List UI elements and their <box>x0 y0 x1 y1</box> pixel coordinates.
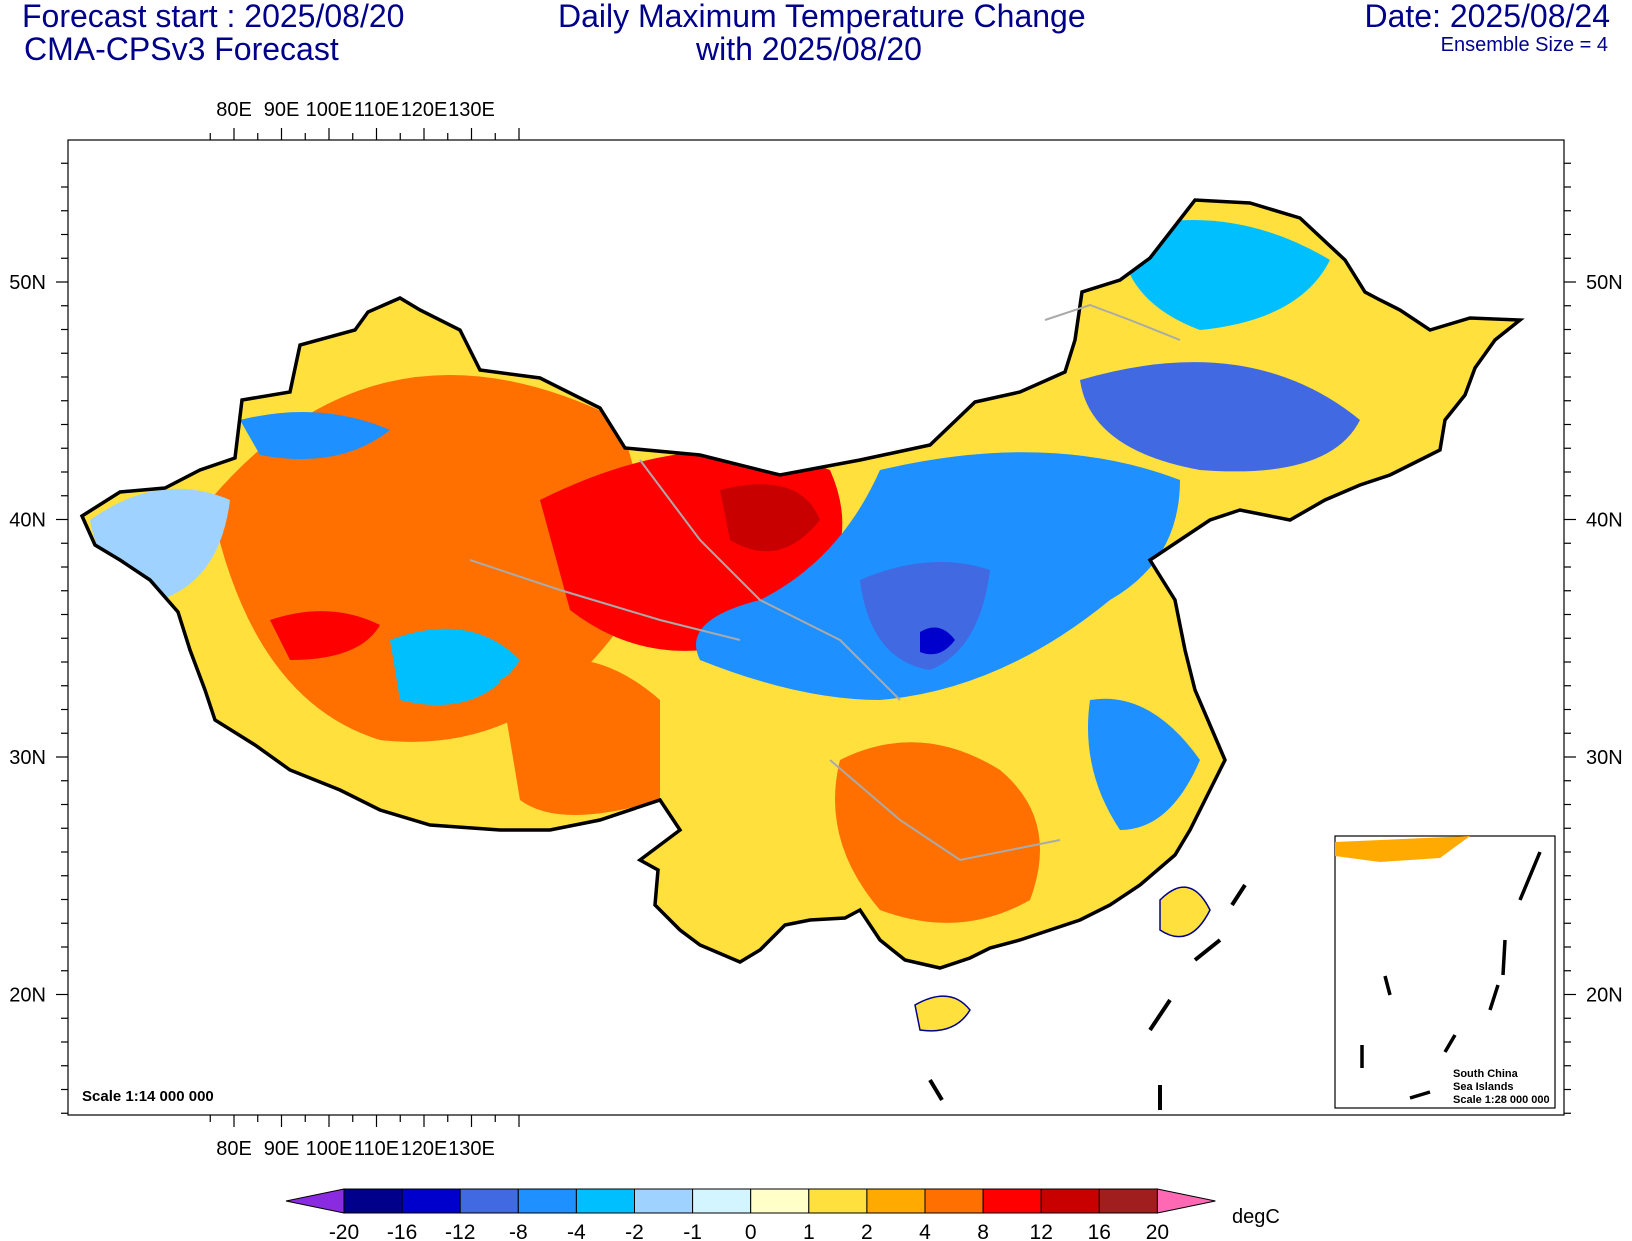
lon-ticks-bottom: 80E 90E 100E 110E 120E 130E <box>209 1115 520 1160</box>
ensemble-size-label: Ensemble Size = 4 <box>1440 34 1608 56</box>
lat-label-right: 30N <box>1586 747 1623 769</box>
province-line-c <box>469 559 741 641</box>
colorbar-swatch <box>866 1188 926 1214</box>
colorbar-tick-label: -2 <box>625 1221 644 1241</box>
colorbar-low-arrow <box>285 1188 345 1214</box>
colorbar-tick-label: 12 <box>1030 1221 1053 1241</box>
colorbar-unit: degC <box>1232 1206 1280 1228</box>
field-east-coast-cool <box>1088 698 1200 830</box>
inset-label-line3: Scale 1:28 000 000 <box>1453 1094 1550 1106</box>
province-line-b <box>639 459 901 701</box>
colorbar-swatch <box>750 1188 810 1214</box>
lon-label-top: 120E <box>401 99 448 121</box>
lon-label-top: 130E <box>448 99 495 121</box>
field-north-hottest <box>720 484 820 552</box>
colorbar-swatch <box>343 1188 403 1214</box>
forecast-start-label: Forecast start : 2025/08/20 <box>22 0 405 34</box>
colorbar-tick-label: 2 <box>861 1221 873 1241</box>
colorbar-swatch <box>982 1188 1042 1214</box>
inset-label-line1: South China <box>1453 1068 1519 1080</box>
colorbar-swatch <box>517 1188 577 1214</box>
valid-date-label: Date: 2025/08/24 <box>1364 0 1610 34</box>
colorbar-tick-label: 16 <box>1088 1221 1111 1241</box>
field-tarim-hot <box>270 611 380 660</box>
inset-boundary-dashes <box>1360 851 1542 1100</box>
field-south-warm <box>835 742 1040 923</box>
inset-map-frame <box>1334 835 1556 1109</box>
lon-label-bottom: 110E <box>354 1138 399 1160</box>
lon-label-bottom: 80E <box>216 1138 252 1160</box>
colorbar-tick-label: -1 <box>683 1221 702 1241</box>
colorbar-swatch <box>459 1188 519 1214</box>
lat-label-left: 30N <box>9 747 46 769</box>
field-central-coldest <box>920 627 955 655</box>
lon-label-top: 80E <box>216 99 252 121</box>
colorbar-swatch <box>692 1188 752 1214</box>
lat-label-right: 40N <box>1586 510 1623 532</box>
field-central-cold <box>860 562 990 670</box>
lon-label-bottom: 100E <box>306 1138 353 1160</box>
field-far-northeast-cool <box>1120 220 1330 330</box>
colorbar-tick-label: 1 <box>803 1221 815 1241</box>
colorbar-tick-label: 8 <box>977 1221 989 1241</box>
field-tibet-south-warm <box>500 659 660 815</box>
province-line-d <box>829 759 1061 862</box>
colorbar-tick-label: -4 <box>567 1221 586 1241</box>
lon-label-bottom: 120E <box>401 1138 448 1160</box>
field-northeast-cold <box>1080 362 1360 472</box>
colorbar-swatch <box>634 1188 694 1214</box>
colorbar-swatch <box>575 1188 636 1214</box>
colorbar-tick-label: 4 <box>919 1221 931 1241</box>
map-title-line1: Daily Maximum Temperature Change <box>558 0 1086 34</box>
lon-label-bottom: 90E <box>264 1138 300 1160</box>
colorbar-tick-label: -8 <box>509 1221 528 1241</box>
hainan-island <box>914 995 971 1032</box>
colorbar-swatch <box>1040 1188 1100 1214</box>
lon-label-top: 100E <box>306 99 353 121</box>
lon-label-bottom: 130E <box>448 1138 495 1160</box>
lat-label-right: 50N <box>1586 272 1623 294</box>
map-frame <box>67 139 1565 1116</box>
lat-label-left: 20N <box>9 985 46 1007</box>
lat-label-left: 50N <box>9 272 46 294</box>
model-name-label: CMA-CPSv3 Forecast <box>24 31 339 67</box>
sea-boundary-dashes <box>928 883 1247 1110</box>
field-heilongjiang-warm <box>1368 300 1490 400</box>
colorbar-tick-label: 0 <box>745 1221 757 1241</box>
inset-coast-field <box>1335 836 1470 862</box>
colorbar: -20 -16 -12 -8 -4 -2 -1 0 1 2 4 8 12 16 20 <box>285 1188 1216 1241</box>
lat-ticks-left: 50N 40N 30N 20N <box>9 162 68 1114</box>
lon-label-top: 110E <box>354 99 399 121</box>
temperature-field <box>82 200 1520 968</box>
colorbar-tick-label: 20 <box>1146 1221 1169 1241</box>
colorbar-tick-label: -12 <box>445 1221 475 1241</box>
colorbar-tick-label: -16 <box>387 1221 417 1241</box>
colorbar-tick-label: -20 <box>329 1221 359 1241</box>
lat-label-right: 20N <box>1586 985 1623 1007</box>
province-line-a <box>1044 303 1181 341</box>
taiwan-island <box>1159 886 1211 938</box>
scale-note: Scale 1:14 000 000 <box>82 1088 214 1105</box>
inset-label-line2: Sea Islands <box>1453 1081 1514 1093</box>
colorbar-swatch <box>401 1188 461 1214</box>
lat-ticks-right: 50N 40N 30N 20N <box>1564 162 1623 1114</box>
field-tibet-cool <box>390 628 520 705</box>
lon-label-top: 90E <box>264 99 300 121</box>
colorbar-swatch <box>924 1188 984 1214</box>
colorbar-swatch <box>1098 1188 1158 1214</box>
map-title-line2: with 2025/08/20 <box>696 31 922 67</box>
field-dzungaria-cool <box>240 412 390 460</box>
colorbar-high-arrow <box>1156 1188 1216 1214</box>
lon-ticks-top: 80E 90E 100E 110E 120E 130E <box>209 99 520 140</box>
colorbar-swatch <box>808 1188 868 1214</box>
lat-label-left: 40N <box>9 510 46 532</box>
